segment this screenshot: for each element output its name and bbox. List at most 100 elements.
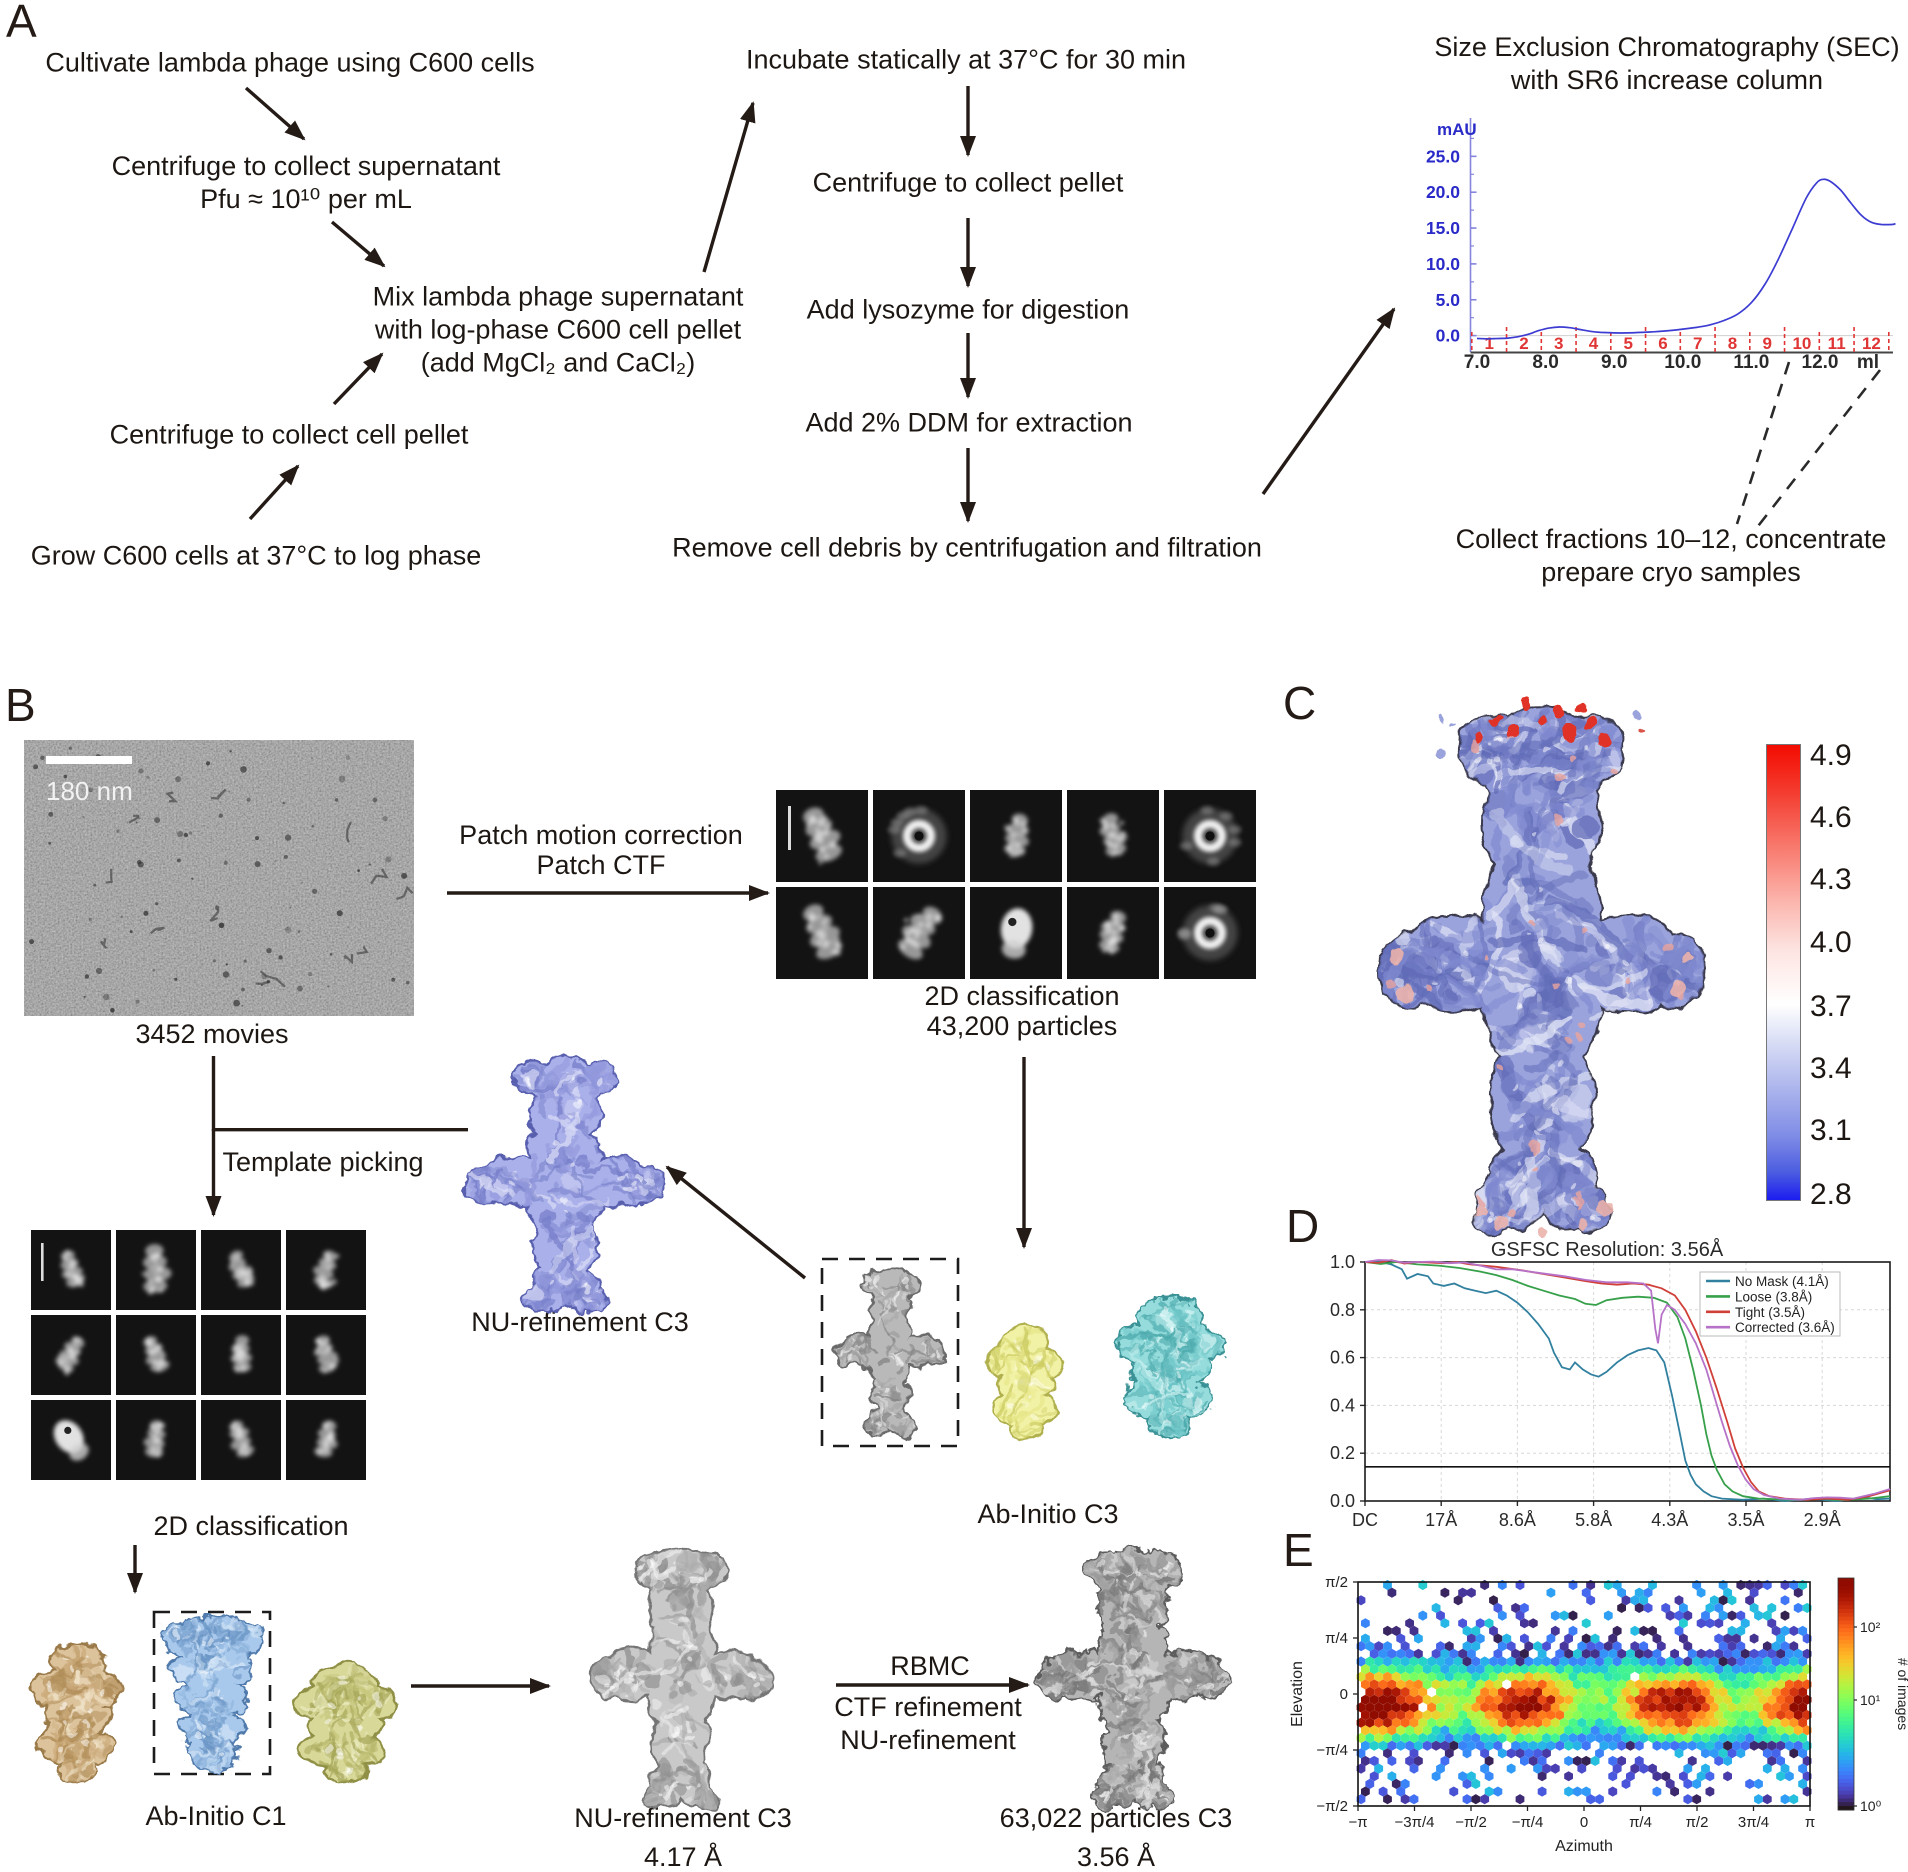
sec-xtick-label: 9.0: [1601, 352, 1627, 373]
orientation-xtick-label: π/4: [1629, 1814, 1652, 1831]
sec-ytick-label: 5.0: [1436, 290, 1461, 310]
sec-fraction-label: 11: [1828, 334, 1846, 353]
nu-refinement-lavender-caption: NU-refinement C3: [471, 1307, 689, 1337]
map-ab-initio-olive: [291, 1662, 399, 1784]
panel-a-label: A: [6, 0, 37, 47]
map-ab-initio-blue: [159, 1616, 265, 1772]
gsfsc-ytick-label: 0.8: [1330, 1300, 1355, 1320]
orientation-xtick-label: −π/4: [1512, 1814, 1544, 1831]
orientation-xtick-label: −3π/4: [1395, 1814, 1435, 1831]
sec-title: Size Exclusion Chromatography (SEC) with…: [1434, 32, 1900, 95]
gsfsc-xtick-label: 17Å: [1425, 1510, 1457, 1530]
step-cell-pellet: Centrifuge to collect cell pellet: [109, 419, 469, 450]
ab-initio-c1-caption: Ab-Initio C1: [145, 1801, 287, 1831]
sec-fraction-label: 9: [1762, 334, 1771, 353]
map-ab-initio-tan: [30, 1641, 124, 1783]
class-average-cell: [31, 1400, 111, 1480]
map-final: [1036, 1547, 1230, 1811]
step-supernatant: Centrifuge to collect supernatant Pfu ≈ …: [111, 151, 501, 214]
gsfsc-ytick-label: 0.2: [1330, 1443, 1355, 1463]
gsfsc-xtick-label: 3.5Å: [1727, 1510, 1764, 1530]
micrograph: 180 nm: [24, 740, 414, 1016]
panel-b-label: B: [5, 679, 36, 731]
local-resolution-colorbar: [1766, 744, 1801, 1201]
colorbar-c-tick: 4.6: [1810, 801, 1852, 834]
sec-fraction-label: 12: [1862, 334, 1881, 353]
map-local-resolution: [1377, 698, 1707, 1237]
class-average-cell: [201, 1230, 281, 1310]
sec-ytick-label: 15.0: [1426, 218, 1460, 238]
class-average-cell: [970, 790, 1062, 882]
gsfsc-ytick-label: 0.4: [1330, 1395, 1355, 1415]
step-incubate: Incubate statically at 37°C for 30 min: [745, 44, 1187, 75]
orientation-xtick-label: 0: [1580, 1814, 1588, 1831]
gsfsc-xtick-label: 4.3Å: [1651, 1510, 1688, 1530]
class-average-cell: [776, 887, 868, 979]
class-average-cell: [286, 1315, 366, 1395]
class-average-cell: [116, 1315, 196, 1395]
gsfsc-legend-label: Loose (3.8Å): [1735, 1289, 1812, 1304]
step-mix: Mix lambda phage supernatant with log-ph…: [372, 281, 744, 378]
class-average-cell: [286, 1400, 366, 1480]
patch-label: Patch motion correction Patch CTF: [459, 820, 743, 880]
step-debris: Remove cell debris by centrifugation and…: [672, 532, 1262, 563]
step-collect-pellet: Centrifuge to collect pellet: [812, 167, 1124, 198]
sec-fraction-label: 6: [1658, 334, 1667, 353]
class-average-cell: [1067, 887, 1159, 979]
colorbar-c-tick: 4.3: [1810, 863, 1852, 896]
classification-left-caption: 2D classification: [153, 1511, 349, 1541]
map-ab-initio-c3-cyan: [1114, 1295, 1226, 1439]
class-average-cell: [31, 1230, 111, 1310]
orientation-xtick-label: −π: [1348, 1814, 1367, 1831]
gsfsc-ytick-label: 0.6: [1330, 1348, 1355, 1368]
class-average-cell: [873, 790, 965, 882]
gsfsc-xtick-label: 2.9Å: [1804, 1510, 1841, 1530]
orientation-colorbar-tick: 10²: [1860, 1619, 1881, 1635]
panel-c-label: C: [1283, 677, 1317, 729]
sec-ytick-label: 20.0: [1426, 182, 1460, 202]
gsfsc-legend-label: Tight (3.5Å): [1735, 1305, 1805, 1320]
sec-curve: [1476, 178, 1896, 340]
sec-ytick-label: 25.0: [1426, 146, 1460, 166]
step-ddm: Add 2% DDM for extraction: [805, 407, 1133, 438]
rbmc-label: RBMC: [890, 1651, 970, 1681]
sec-fraction-label: 5: [1623, 334, 1632, 353]
class-average-cell: [116, 1400, 196, 1480]
map-ab-initio-c3-gray: [833, 1268, 947, 1439]
sec-fraction-label: 1: [1484, 334, 1493, 353]
gsfsc-ytick-label: 1.0: [1330, 1252, 1355, 1272]
rbmc-sub-label: CTF refinement NU-refinement: [834, 1692, 1022, 1755]
sec-fraction-label: 8: [1728, 334, 1737, 353]
orientation-ytick-label: −π/4: [1316, 1742, 1348, 1759]
orientation-xtick-label: π/2: [1686, 1814, 1709, 1831]
template-picking-label: Template picking: [222, 1147, 424, 1177]
orientation-xtick-label: −π/2: [1455, 1814, 1487, 1831]
panel-e-label: E: [1283, 1524, 1314, 1576]
colorbar-c-tick: 3.7: [1810, 990, 1852, 1023]
gsfsc-xtick-label: 5.8Å: [1575, 1510, 1612, 1530]
orientation-ytick-label: −π/2: [1316, 1798, 1348, 1815]
colorbar-c-tick: 4.9: [1810, 739, 1852, 772]
class-average-cell: [873, 887, 965, 979]
class-average-cell: [1164, 887, 1256, 979]
class-average-cell: [970, 887, 1062, 979]
gsfsc-xtick-label: 8.6Å: [1499, 1510, 1536, 1530]
orientation-ytick-label: 0: [1340, 1686, 1348, 1703]
gsfsc-series-0: [1365, 1261, 1891, 1502]
micrograph-scalebar-label: 180 nm: [46, 776, 133, 806]
classification-top-caption: 2D classification 43,200 particles: [924, 981, 1120, 1041]
orientation-ytick-label: π/4: [1325, 1630, 1348, 1647]
map-nu-refinement-gray: [589, 1547, 773, 1811]
orientation-xtick-label: 3π/4: [1738, 1814, 1769, 1831]
sec-fraction-label: 3: [1554, 334, 1563, 353]
sec-x-unit: ml: [1857, 352, 1879, 373]
class-average-cell: [116, 1230, 196, 1310]
sec-fraction-label: 4: [1589, 334, 1599, 353]
nu-refinement-gray-caption: NU-refinement C3 4.17 Å: [574, 1803, 792, 1872]
sec-xtick-label: 8.0: [1532, 352, 1558, 373]
class-average-cell: [1067, 790, 1159, 882]
